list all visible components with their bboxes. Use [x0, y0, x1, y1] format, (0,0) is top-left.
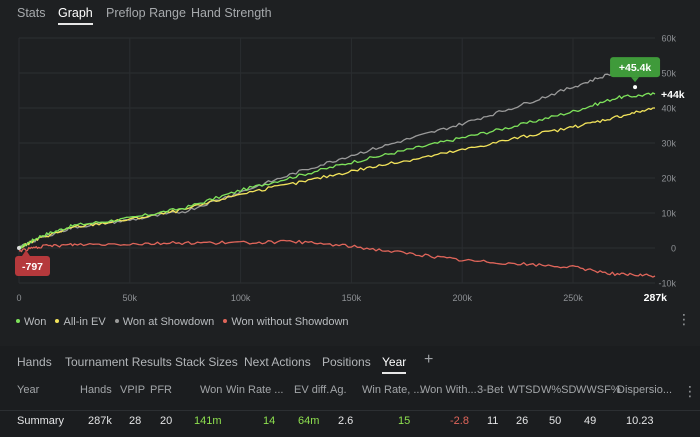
top-tab-bar: Stats Graph Preflop Range Hand Strength [0, 0, 700, 30]
legend-item-won-at-showdown[interactable]: Won at Showdown [114, 316, 215, 328]
legend-label: Won without Showdown [231, 316, 349, 328]
x-tick-label: 250k [563, 293, 583, 303]
cell-won: 141m [194, 415, 222, 427]
legend-label: Won [24, 316, 47, 328]
legend-dot-icon [114, 319, 119, 324]
col-won[interactable]: Won [200, 384, 223, 396]
peak-badge-label: +45.4k [619, 62, 652, 74]
table-header: Year Hands VPIP PFR Won Win Rate ... EV … [0, 384, 700, 402]
tab-stats[interactable]: Stats [17, 6, 46, 20]
col-wtsd[interactable]: WTSD [508, 384, 541, 396]
start-badge-label: -797 [22, 261, 43, 273]
legend-item-all-in-ev[interactable]: All-in EV [55, 316, 106, 328]
y-tick-label: 30k [661, 139, 676, 149]
col-pfr[interactable]: PFR [150, 384, 172, 396]
legend-dot-icon [16, 319, 20, 324]
cell-dispersion: 10.23 [626, 415, 654, 427]
cell-wtsd: 26 [516, 415, 529, 427]
x-tick-label: 0 [16, 293, 21, 303]
col-dispersion[interactable]: Dispersio... [617, 384, 673, 396]
winnings-chart: 60k 50k 40k 30k 20k 10k 0 -10k 0 50k 100k 150k 200k… [15, 34, 685, 304]
table-row[interactable]: Summary 287k 28 20 141m 14 64m 2.6 15 -2… [0, 415, 700, 433]
start-badge-pointer [22, 250, 30, 256]
cell-ag: 2.6 [338, 415, 354, 427]
cell-pfr: 20 [160, 415, 173, 427]
series-all-in-ev-line [18, 107, 655, 249]
stats-panel: Hands Tournament Results Stack Sizes Nex… [0, 346, 700, 437]
col-ag[interactable]: Ag. [330, 384, 347, 396]
tab-preflop-range[interactable]: Preflop Range [106, 6, 186, 20]
legend-item-won-without-showdown[interactable]: Won without Showdown [223, 316, 349, 328]
series-won-line [18, 92, 656, 249]
graph-panel: 60k 50k 40k 30k 20k 10k 0 -10k 0 50k 100k 150k 200k… [0, 28, 700, 308]
y-tick-label: 10k [661, 209, 676, 219]
col-year[interactable]: Year [17, 384, 40, 396]
cell-3bet: 11 [487, 415, 499, 427]
y-tick-label: 40k [661, 104, 676, 114]
peak-badge-pointer [631, 77, 640, 83]
add-tab-icon[interactable]: + [424, 351, 434, 368]
col-wsd[interactable]: W%SD [541, 384, 577, 396]
chart-legend: Won All-in EV Won at Showdown Won withou… [16, 316, 355, 328]
cell-ev-diff: 64m [298, 415, 320, 427]
col-wwsf[interactable]: WWSF% [576, 384, 621, 396]
cell-wsd: 50 [549, 415, 562, 427]
col-ev-diff[interactable]: EV diff. [294, 384, 330, 396]
col-vpip[interactable]: VPIP [120, 384, 146, 396]
legend-dot-icon [223, 319, 228, 324]
legend-label: All-in EV [63, 316, 106, 328]
x-tick-label: 150k [342, 293, 362, 303]
chart-annotations: +45.4k +44k -797 [15, 57, 685, 276]
tab-graph[interactable]: Graph [58, 6, 93, 25]
cell-win-rate: 14 [263, 415, 276, 427]
cell-year: Summary [17, 415, 65, 427]
legend-dot-icon [55, 319, 60, 324]
y-tick-label: 50k [661, 69, 676, 79]
cell-vpip: 28 [129, 415, 142, 427]
series-won-without-showdown-line [18, 239, 656, 278]
cell-wwsf: 49 [584, 415, 597, 427]
y-tick-label: 20k [661, 174, 676, 184]
y-tick-label: 60k [661, 34, 676, 44]
col-win-rate[interactable]: Win Rate ... [226, 384, 284, 396]
x-tick-label: 287k [644, 292, 668, 304]
tab-year[interactable]: Year [382, 355, 407, 374]
peak-marker [633, 85, 638, 90]
legend-label: Won at Showdown [122, 316, 215, 328]
peak-badge [610, 57, 661, 78]
y-tick-label: 0 [671, 244, 676, 254]
y-axis-ticks: 60k 50k 40k 30k 20k 10k 0 -10k [658, 34, 676, 289]
cell-win-rate-2: 15 [398, 415, 411, 427]
cell-won-with: -2.8 [450, 415, 469, 427]
col-hands[interactable]: Hands [80, 384, 112, 396]
y-tick-label: -10k [658, 279, 676, 289]
legend-item-won[interactable]: Won [16, 316, 46, 328]
start-marker [17, 246, 21, 250]
chart-grid [18, 37, 655, 284]
tab-tournament-results[interactable]: Tournament Results [65, 355, 172, 369]
end-value-label: +44k [661, 89, 685, 101]
tab-stack-sizes[interactable]: Stack Sizes [175, 355, 238, 369]
x-tick-label: 200k [452, 293, 472, 303]
tab-positions[interactable]: Positions [322, 355, 371, 369]
row-divider [0, 410, 700, 411]
x-tick-label: 100k [231, 293, 251, 303]
chart-series [18, 61, 656, 278]
x-tick-label: 50k [123, 293, 138, 303]
col-won-with[interactable]: Won With... [420, 384, 477, 396]
chart-more-options-icon[interactable]: ⋮ [677, 311, 691, 327]
col-3bet[interactable]: 3-Bet [477, 384, 504, 396]
tab-hands[interactable]: Hands [17, 355, 52, 369]
bottom-tab-bar: Hands Tournament Results Stack Sizes Nex… [0, 346, 700, 376]
cell-hands: 287k [88, 415, 112, 427]
start-badge [15, 256, 50, 276]
col-win-rate-2[interactable]: Win Rate, ... [362, 384, 423, 396]
tab-hand-strength[interactable]: Hand Strength [191, 6, 272, 20]
series-won-at-showdown-line [18, 61, 656, 248]
tab-next-actions[interactable]: Next Actions [244, 355, 311, 369]
x-axis-ticks: 0 50k 100k 150k 200k 250k 287k [16, 292, 667, 304]
table-more-options-icon[interactable]: ⋮ [683, 383, 697, 399]
